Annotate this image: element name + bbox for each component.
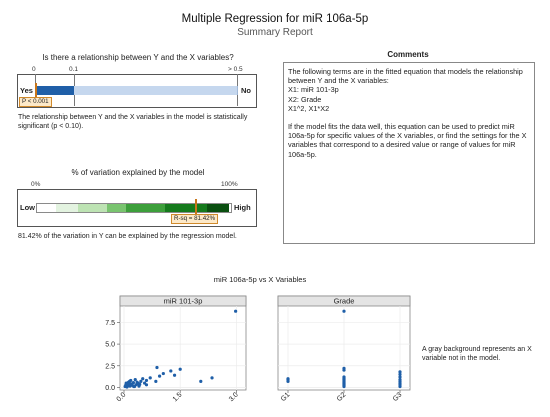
y-tick-label: 5.0 (105, 342, 115, 349)
data-point (342, 366, 346, 370)
data-point (154, 379, 158, 383)
report-title: Multiple Regression for miR 106a-5p (181, 13, 369, 25)
variation-conclusion: 81.42% of the variation in Y can be expl… (18, 233, 237, 240)
p-value-label: P < 0.001 (19, 97, 52, 107)
panel-header (119, 295, 247, 307)
rsq-scale-segment (37, 204, 56, 212)
no-label: No (241, 86, 251, 95)
comments-heading: Comments (387, 50, 429, 59)
relationship-question: Is there a relationship between Y and th… (42, 53, 234, 62)
x-tick-label: 0.0 (116, 391, 128, 403)
comments-line: X1: miR 101-3p (288, 85, 339, 95)
rsq-scale-segment (165, 204, 207, 212)
comments-text: The following terms are in the fitted eq… (284, 63, 534, 163)
rsq-scale-segment (78, 204, 107, 212)
data-point (342, 375, 346, 379)
panel-title: Grade (334, 297, 355, 306)
data-point (199, 379, 203, 383)
panel-title: miR 101-3p (164, 297, 203, 306)
comments-line: X1^2, X1*X2 (288, 103, 330, 113)
rsq-tick-100: 100% (221, 181, 238, 188)
low-label: Low (20, 203, 35, 212)
data-point (144, 383, 149, 387)
rsq-label: R-sq = 81.42% (171, 214, 219, 224)
data-point (210, 376, 214, 380)
data-point (161, 371, 165, 376)
variation-title: % of variation explained by the model (71, 168, 205, 177)
rsq-scale-segment (207, 204, 229, 212)
data-point (286, 377, 290, 381)
data-point (398, 378, 402, 382)
report-subtitle: Summary Report (237, 27, 313, 38)
comments-box: The following terms are in the fitted eq… (283, 62, 535, 244)
data-point (144, 378, 149, 383)
p-value-nonsignificant-region (74, 86, 238, 95)
x-tick-label: G3 (392, 391, 404, 403)
p-value-significant-region (35, 86, 74, 95)
scatter-panels: miR 101-3p 0.0 2.5 5.0 7.5 0.0 1.5 3.0 Grade G1 G… (105, 295, 411, 403)
comments-line: If the model fits the data well, this eq… (288, 122, 527, 159)
high-label: High (234, 203, 251, 212)
data-point (125, 381, 129, 386)
rsq-scale-segment (56, 204, 78, 212)
data-point (141, 377, 145, 381)
p-tick-05: > 0.5 (228, 66, 243, 73)
x-tick-label: 3.0 (228, 391, 240, 403)
p-tick-01: 0.1 (69, 66, 79, 73)
rsq-marker (194, 199, 197, 215)
data-point (128, 379, 132, 383)
comments-line: The following terms are in the fitted eq… (288, 67, 523, 86)
x-tick-label: 1.5 (172, 391, 184, 403)
data-point (133, 378, 137, 382)
data-point (172, 373, 177, 377)
panel-frame (119, 295, 247, 391)
data-point (157, 374, 162, 378)
rsq-tick-0: 0% (31, 181, 41, 188)
yes-label: Yes (20, 86, 33, 95)
scatter-title: miR 106a-5p vs X Variables (213, 275, 307, 284)
data-point (148, 376, 152, 380)
y-tick-label: 0.0 (105, 385, 115, 392)
data-point (178, 367, 182, 371)
comments-line: X2: Grade (288, 94, 322, 104)
x-tick-label: G2 (336, 391, 348, 403)
data-point (398, 372, 402, 377)
data-point (138, 382, 142, 386)
p-tick-0: 0 (32, 66, 36, 73)
rsq-scale-segment (126, 204, 165, 212)
data-point (139, 379, 143, 383)
data-point (169, 369, 173, 373)
gray-background-note: A gray background represents an X variab… (422, 346, 532, 362)
relationship-conclusion: The relationship between Y and the X var… (18, 114, 248, 130)
x-tick-label: G1 (280, 391, 292, 403)
y-tick-label: 7.5 (105, 320, 115, 327)
data-point (398, 370, 402, 374)
data-point (234, 309, 238, 313)
y-tick-label: 2.5 (105, 363, 115, 370)
rsq-scale-segment (107, 204, 126, 212)
data-point (342, 309, 346, 313)
data-point (132, 384, 136, 389)
rsq-color-scale (36, 203, 232, 213)
comments-line (288, 113, 530, 122)
data-point (131, 381, 135, 385)
data-point (398, 375, 402, 379)
p-value-marker (35, 83, 37, 97)
data-point (155, 365, 159, 370)
